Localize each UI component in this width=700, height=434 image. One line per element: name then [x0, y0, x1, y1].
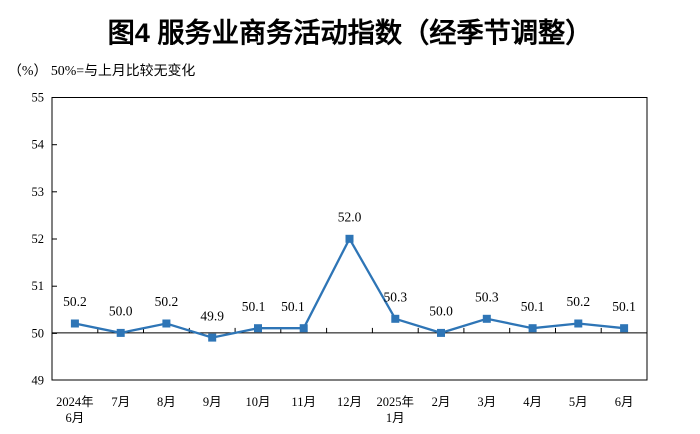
- svg-text:2025年: 2025年: [377, 395, 415, 409]
- svg-text:50.1: 50.1: [242, 299, 266, 314]
- svg-text:3月: 3月: [477, 395, 496, 409]
- svg-text:51: 51: [32, 279, 45, 293]
- svg-text:55: 55: [32, 91, 45, 105]
- svg-text:54: 54: [32, 138, 45, 152]
- svg-text:50.2: 50.2: [63, 294, 87, 309]
- svg-text:7月: 7月: [111, 395, 130, 409]
- svg-text:2024年: 2024年: [56, 395, 94, 409]
- svg-text:6月: 6月: [66, 411, 85, 425]
- svg-text:12月: 12月: [337, 395, 362, 409]
- svg-text:50.2: 50.2: [566, 294, 590, 309]
- svg-text:50.3: 50.3: [475, 290, 499, 305]
- svg-text:50.0: 50.0: [109, 304, 133, 319]
- svg-text:11月: 11月: [291, 395, 316, 409]
- svg-text:52.0: 52.0: [338, 209, 362, 224]
- svg-text:6月: 6月: [615, 395, 634, 409]
- svg-text:1月: 1月: [386, 411, 405, 425]
- svg-text:49.9: 49.9: [200, 308, 224, 323]
- svg-text:50.1: 50.1: [521, 299, 545, 314]
- svg-text:5月: 5月: [569, 395, 588, 409]
- svg-text:50: 50: [32, 326, 45, 340]
- svg-text:8月: 8月: [157, 395, 176, 409]
- svg-text:9月: 9月: [203, 395, 222, 409]
- svg-text:50.0: 50.0: [429, 304, 453, 319]
- svg-text:4月: 4月: [523, 395, 542, 409]
- svg-text:10月: 10月: [245, 395, 270, 409]
- svg-text:52: 52: [32, 232, 45, 246]
- svg-text:49: 49: [32, 374, 45, 388]
- svg-text:50.1: 50.1: [281, 299, 305, 314]
- svg-text:50.3: 50.3: [383, 290, 407, 305]
- svg-text:50.1: 50.1: [612, 299, 636, 314]
- svg-text:2月: 2月: [432, 395, 451, 409]
- svg-text:53: 53: [32, 185, 45, 199]
- svg-text:50.2: 50.2: [155, 294, 179, 309]
